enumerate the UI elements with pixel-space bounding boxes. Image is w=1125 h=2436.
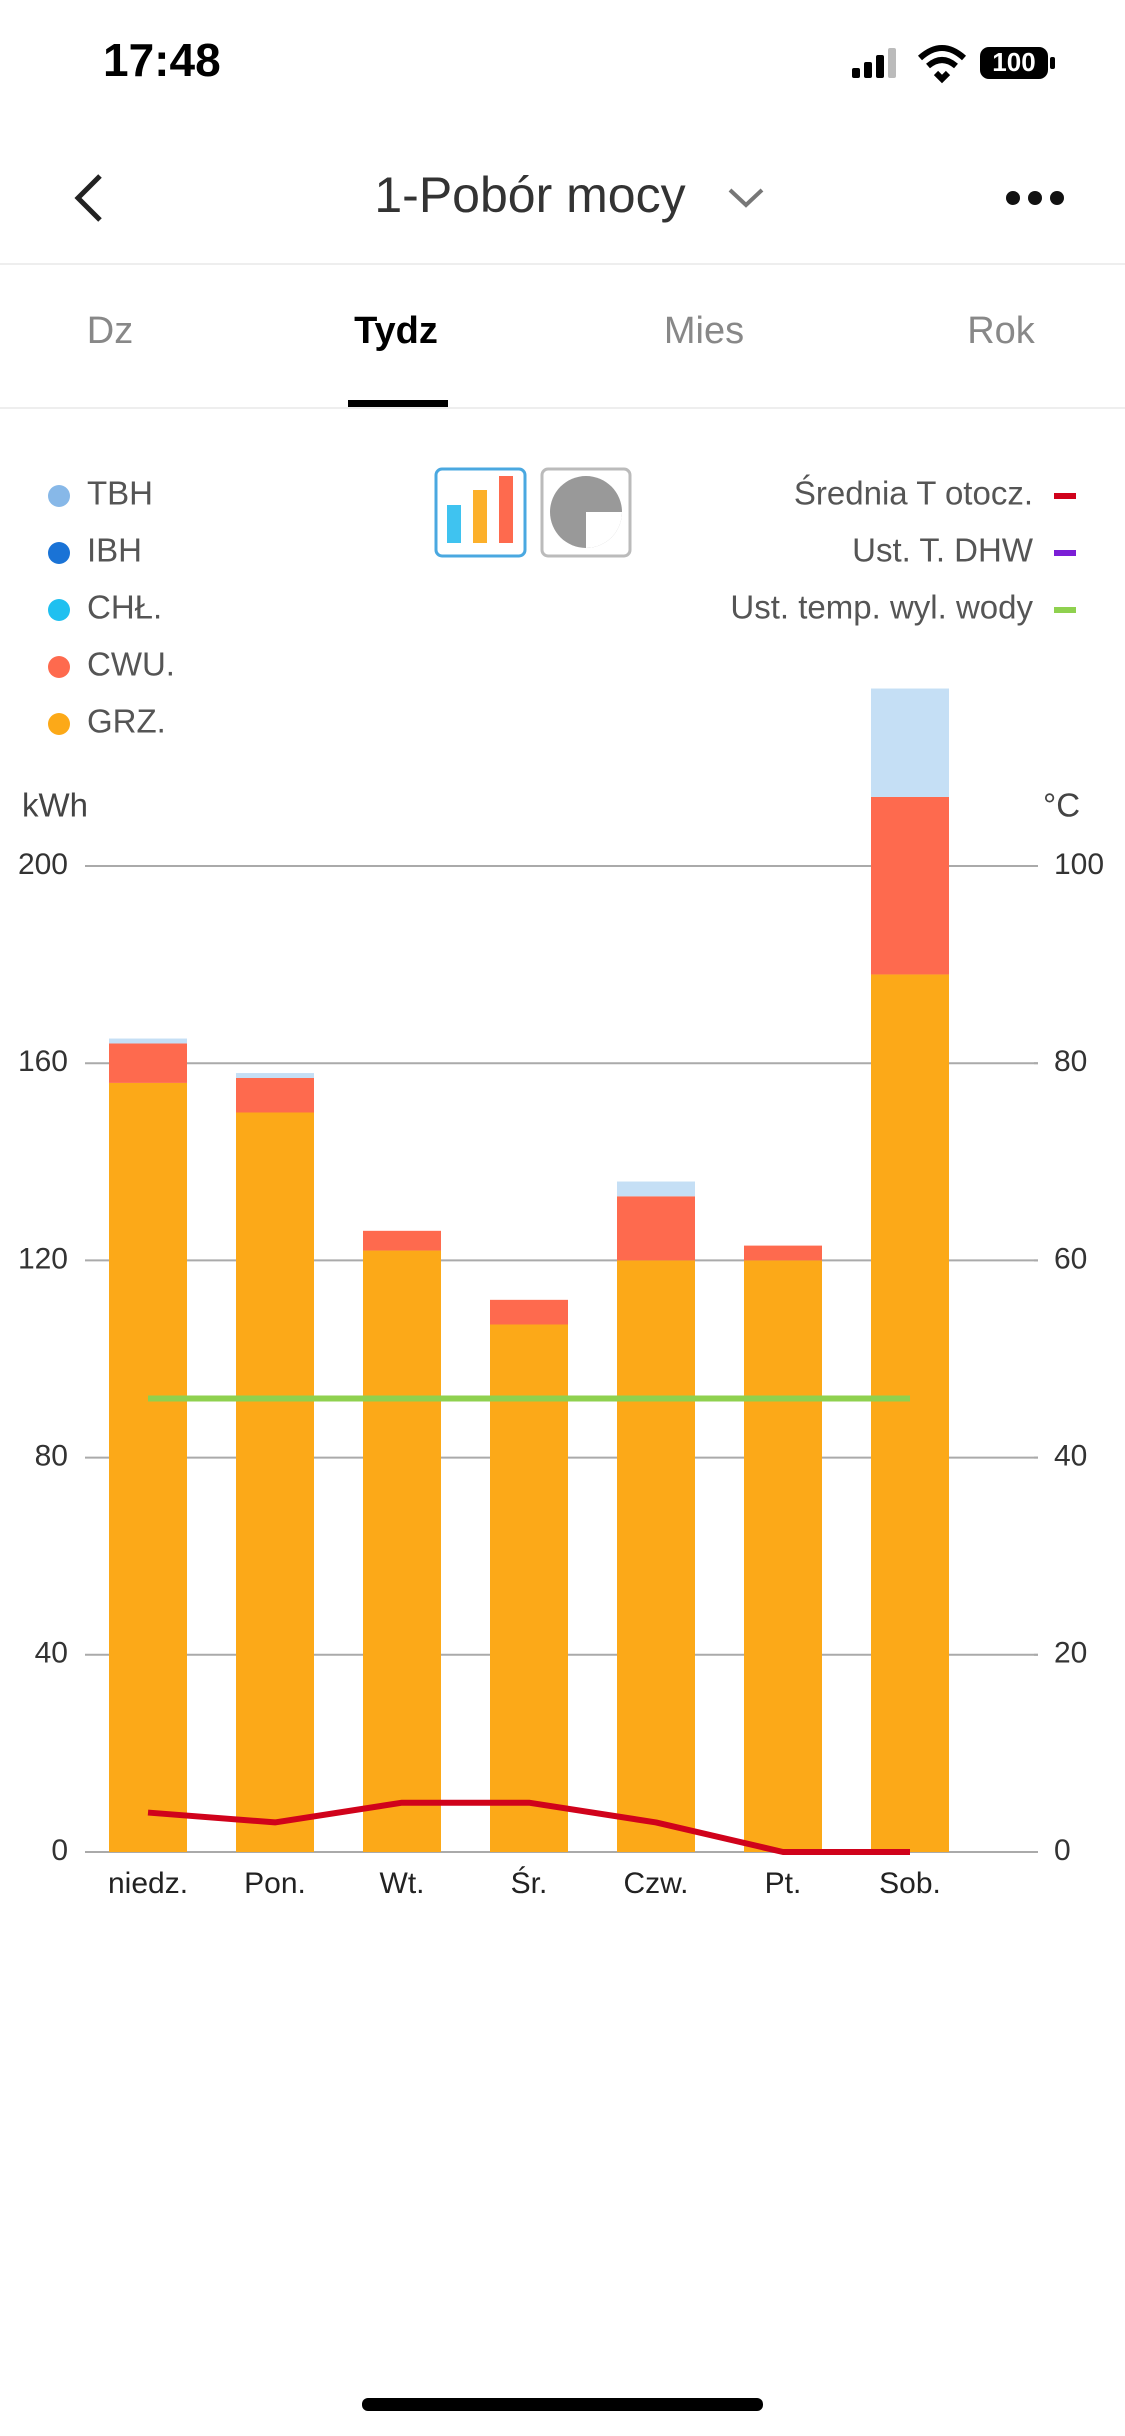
signal-icon [852,48,896,78]
y2-tick-label: 100 [1054,848,1104,881]
y-tick-label: 200 [18,848,68,881]
legend-swatch [1054,493,1076,499]
chart: kWh °C 0 40 80 120 160 200 0 20 40 60 80 100 niedz. Pon… [18,474,1104,1900]
legend-swatch [48,542,70,564]
y-tick-label: 80 [35,1440,68,1473]
x-tick-label: niedz. [108,1867,188,1900]
legend-label: Ust. temp. wyl. wody [730,589,1033,626]
wifi-icon [917,45,967,84]
y2-tick-label: 20 [1054,1637,1087,1670]
battery-level: 100 [992,47,1035,77]
tab[interactable]: Dz [87,310,133,352]
bar-segment [871,796,949,975]
bar-segment [744,1260,822,1852]
more-button[interactable] [1006,191,1064,205]
x-tick-label: Sob. [879,1867,941,1900]
y-tick-label: 0 [51,1834,68,1867]
bar-view-button[interactable] [434,467,527,558]
x-tick-label: Pt. [765,1867,802,1900]
legend-swatch [48,713,70,735]
home-indicator [362,2398,763,2411]
legend-label: Średnia T otocz. [794,474,1033,512]
bar-segment [363,1230,441,1251]
status-time: 17:48 [103,34,221,86]
legend-label: CWU. [87,646,175,683]
y2-axis-label: °C [1043,787,1080,824]
tab[interactable]: Mies [664,310,744,352]
line-series [147,1799,910,1855]
legend-label: TBH [87,475,153,512]
x-tick-label: Pon. [244,1867,306,1900]
bar-segment [744,1245,822,1261]
bar-segment [363,1250,441,1852]
bar-segment [490,1324,568,1852]
header-title[interactable]: 1-Pobór mocy [374,167,685,223]
legend-swatch [48,656,70,678]
bar-segment [871,688,949,797]
bar-segment [109,1038,187,1044]
bar-segment [236,1112,314,1852]
y2-tick-label: 40 [1054,1440,1087,1473]
battery-icon [980,47,1048,79]
x-tick-label: Wt. [380,1867,425,1900]
tab-indicator [348,400,448,408]
pie-view-button[interactable] [540,467,632,558]
y2-tick-label: 60 [1054,1242,1087,1275]
bar-segment [236,1073,314,1078]
y-tick-label: 160 [18,1045,68,1078]
y2-tick-label: 80 [1054,1045,1087,1078]
tab-bar: Dz Tydz Mies Rok [87,310,1036,352]
legend-label: GRZ. [87,703,166,740]
legend-label: IBH [87,532,142,569]
tab[interactable]: Tydz [354,310,438,352]
legend-label: CHŁ. [87,589,162,626]
legend-label: Ust. T. DHW [852,532,1034,569]
bar-segment [236,1077,314,1113]
dropdown-chevron[interactable] [728,188,764,208]
x-tick-label: Śr. [511,1866,548,1900]
y-tick-label: 120 [18,1242,68,1275]
bar-segment [109,1043,187,1083]
legend-swatch [1054,607,1076,613]
bar-segment [617,1196,695,1261]
legend-swatch [48,599,70,621]
bar-segment [490,1299,568,1325]
bar-segment [109,1082,187,1852]
bar-segment [617,1260,695,1852]
y2-tick-label: 0 [1054,1834,1071,1867]
x-tick-label: Czw. [623,1867,688,1900]
battery-tip [1050,57,1055,69]
legend-swatch [48,485,70,507]
bar-segment [871,974,949,1852]
bar-segment [617,1181,695,1197]
y-axis-label: kWh [22,787,88,824]
back-button[interactable] [74,174,102,222]
tab[interactable]: Rok [967,310,1036,352]
legend-swatch [1054,550,1076,556]
y-tick-label: 40 [35,1637,68,1670]
